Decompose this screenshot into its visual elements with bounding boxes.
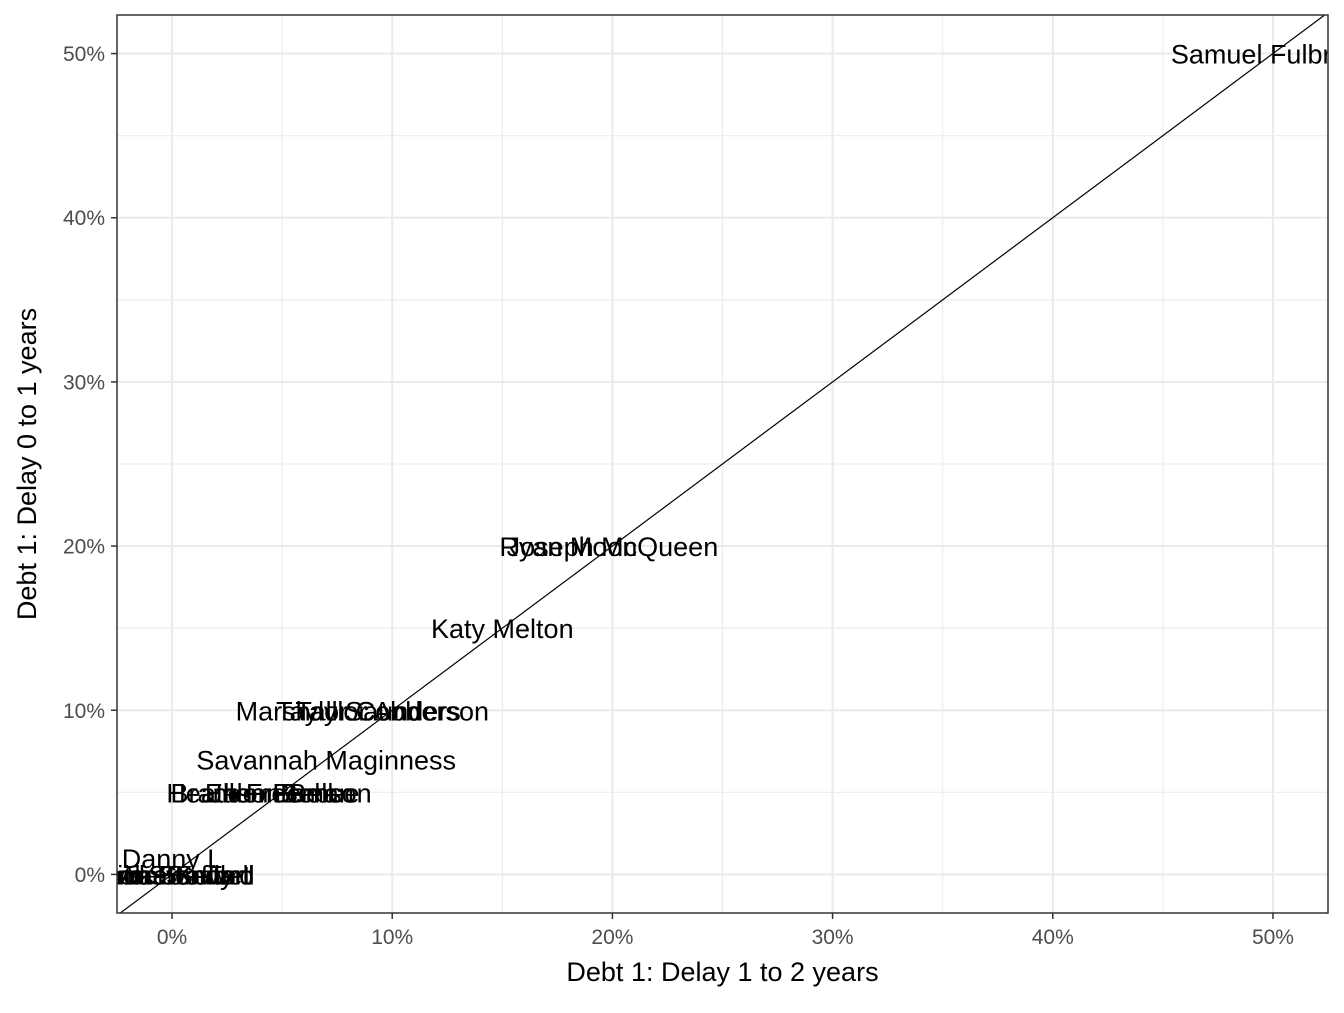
point-label: Marshall Saunders xyxy=(236,696,461,726)
x-tick-label: 30% xyxy=(812,926,854,949)
point-label: Taylor Anderson xyxy=(295,696,489,726)
point-label: Taylor Cobb xyxy=(276,696,420,726)
identity-reference-line xyxy=(119,15,1326,913)
y-tick-label: 40% xyxy=(63,207,105,230)
point-label: Joseph McQueen xyxy=(507,532,719,562)
point-label: Danny L xyxy=(122,844,223,874)
point-label: Tom Swafford xyxy=(90,860,255,890)
point-label: Ryan Moon xyxy=(499,532,637,562)
x-tick-label: 50% xyxy=(1252,926,1294,949)
panel-border xyxy=(116,14,1329,914)
point-label: Rob Bonner xyxy=(100,860,244,890)
point-label: Savannah Maginness xyxy=(196,746,456,776)
y-tick-label: 30% xyxy=(63,371,105,394)
point-label: Brandon Benson xyxy=(171,778,372,808)
y-tick-label: 10% xyxy=(63,700,105,723)
y-axis-title: Debt 1: Delay 0 to 1 years xyxy=(12,308,42,620)
y-tick-label: 20% xyxy=(63,536,105,559)
point-label: Ellen Barbee xyxy=(205,778,360,808)
x-tick-label: 10% xyxy=(371,926,413,949)
point-label: Heath Freeman xyxy=(166,778,354,808)
reference-line-layer xyxy=(119,15,1326,913)
axis-layer: 0% 10% 20% 30% 40% 50% 0% 10% 20% 30% 40% 50% xyxy=(63,43,1294,949)
point-label: Alice Stewart xyxy=(93,860,251,890)
point-label: Katy Melton xyxy=(431,614,574,644)
x-tick-label: 40% xyxy=(1032,926,1074,949)
x-tick-label: 0% xyxy=(157,926,187,949)
y-tick-label: 0% xyxy=(75,864,105,887)
y-tick-label: 50% xyxy=(63,43,105,66)
point-label: Samuel Fulbright xyxy=(1171,40,1344,70)
point-label: Lisa Smith xyxy=(109,860,235,890)
x-axis-title: Debt 1: Delay 1 to 2 years xyxy=(566,957,878,987)
x-tick-label: 20% xyxy=(591,926,633,949)
point-label: Emma Sewell xyxy=(90,860,255,890)
point-label: Mike Kelly xyxy=(111,860,235,890)
point-label: Jason Bell xyxy=(209,778,334,808)
grid-layer xyxy=(117,15,1328,913)
